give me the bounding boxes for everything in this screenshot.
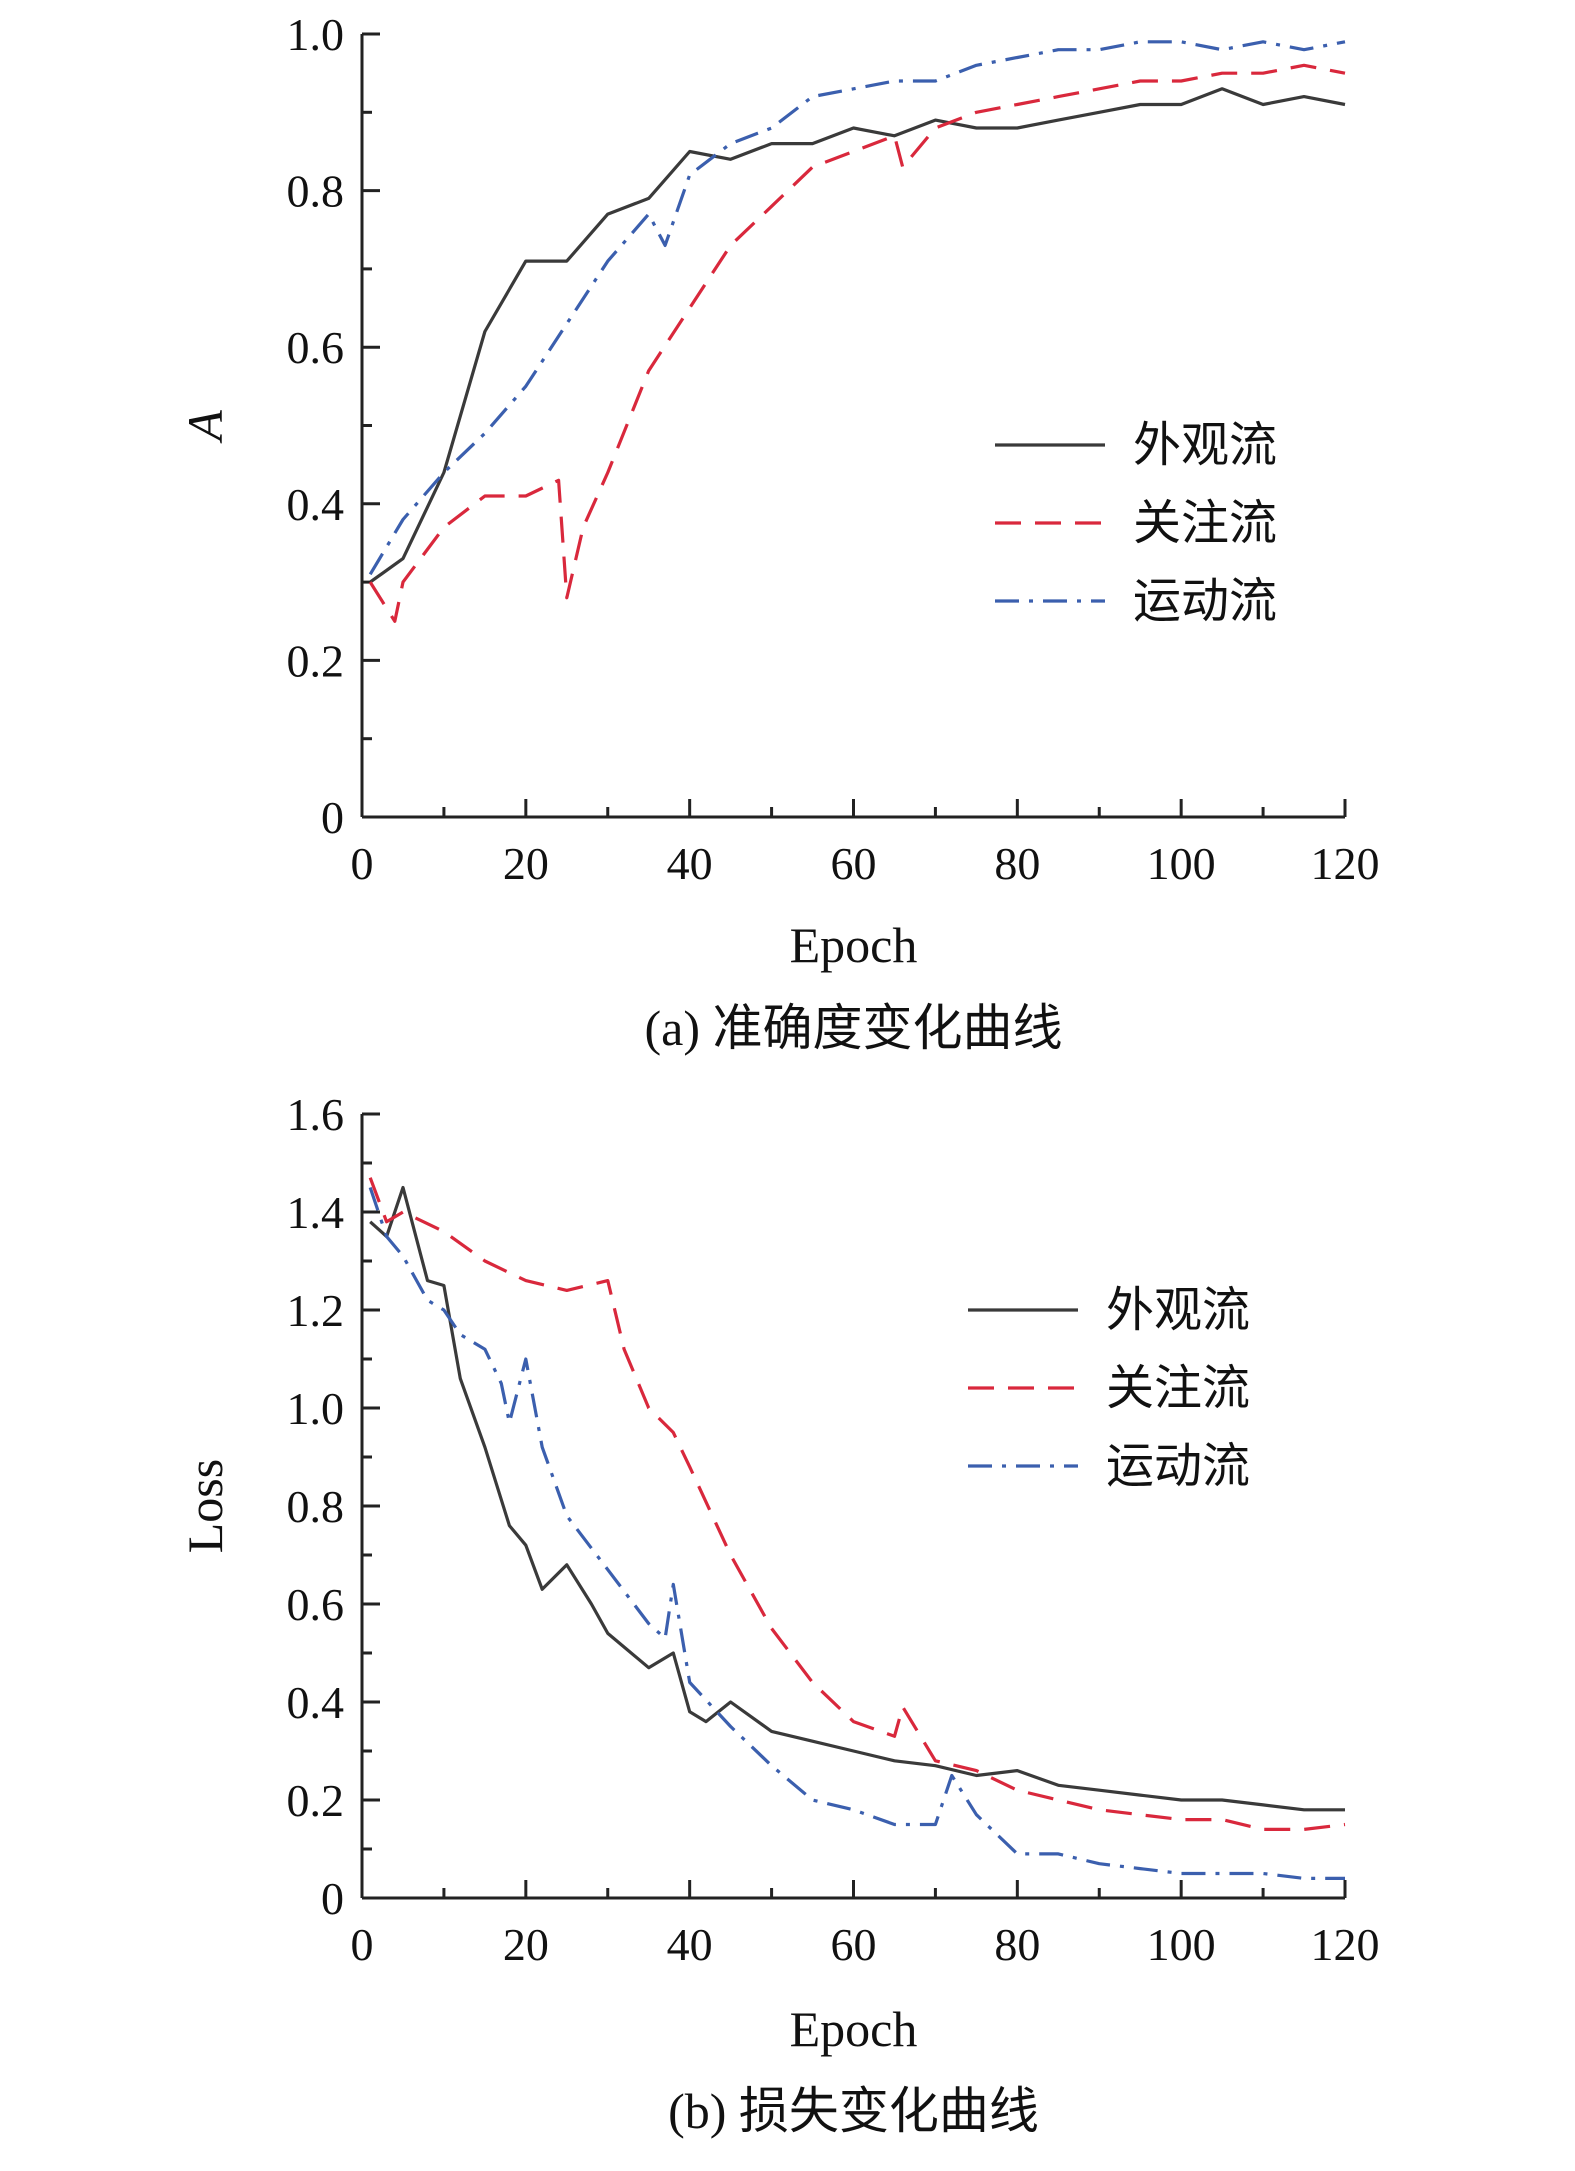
legend-label-1: 外观流 (1133, 419, 1277, 472)
legend-label-3: 运动流 (1133, 575, 1277, 628)
y-axis-label: A (177, 410, 233, 444)
y-tick-label: 0 (321, 1873, 344, 1924)
loss-chart-panel: 0 20 40 60 80 100 120 0 0.2 0.4 0.6 0.8 1.0 1.2 1.4 1.6… (177, 1089, 1380, 2139)
accuracy-chart-panel: 0 20 40 60 80 100 120 0 0.2 0.4 0.6 0.8 1.0 Epoch A 外观流… (177, 9, 1380, 1056)
x-tick-label: 60 (831, 838, 877, 889)
y-tick-label: 0 (321, 792, 344, 843)
y-tick-label: 0.6 (287, 322, 345, 373)
x-tick-label: 80 (994, 1919, 1040, 1970)
chart-caption: (a) 准确度变化曲线 (645, 1000, 1063, 1056)
x-tick-label: 100 (1147, 838, 1216, 889)
y-tick-label: 0.2 (287, 1775, 345, 1826)
legend-label-2: 关注流 (1133, 497, 1277, 550)
y-tick-label: 0.4 (287, 479, 345, 530)
x-axis-label: Epoch (790, 2001, 918, 2057)
legend-label-2: 关注流 (1106, 1362, 1250, 1415)
y-tick-label: 1.0 (287, 1383, 345, 1434)
y-axis-label: Loss (177, 1459, 233, 1553)
y-tick-label: 0.2 (287, 635, 345, 686)
chart-caption: (b) 损失变化曲线 (668, 2083, 1039, 2139)
y-tick-label: 1.0 (287, 9, 345, 60)
x-axis-label: Epoch (790, 917, 918, 973)
x-tick-label: 40 (667, 838, 713, 889)
y-tick-label: 0.6 (287, 1579, 345, 1630)
y-tick-label: 1.2 (287, 1285, 345, 1336)
series-line-3 (368, 1186, 1345, 1880)
x-tick-label: 0 (351, 1919, 374, 1970)
series-line-1 (369, 1185, 1345, 1812)
x-tick-label: 100 (1147, 1919, 1216, 1970)
series-line-2 (368, 63, 1346, 623)
series-line-3 (368, 40, 1346, 576)
legend-label-3: 运动流 (1106, 1440, 1250, 1493)
x-tick-label: 20 (503, 838, 549, 889)
x-tick-label: 60 (831, 1919, 877, 1970)
y-tick-label: 1.6 (287, 1089, 345, 1140)
x-tick-label: 40 (667, 1919, 713, 1970)
y-tick-label: 0.4 (287, 1677, 345, 1728)
series-line-2 (368, 1177, 1346, 1831)
x-tick-label: 20 (503, 1919, 549, 1970)
x-tick-label: 120 (1311, 838, 1380, 889)
y-tick-label: 0.8 (287, 1481, 345, 1532)
y-tick-label: 0.8 (287, 166, 345, 217)
legend-label-1: 外观流 (1106, 1284, 1250, 1337)
x-tick-label: 80 (994, 838, 1040, 889)
y-tick-label: 1.4 (287, 1187, 345, 1238)
x-tick-label: 0 (351, 838, 374, 889)
series-line-1 (369, 87, 1346, 584)
x-tick-label: 120 (1311, 1919, 1380, 1970)
